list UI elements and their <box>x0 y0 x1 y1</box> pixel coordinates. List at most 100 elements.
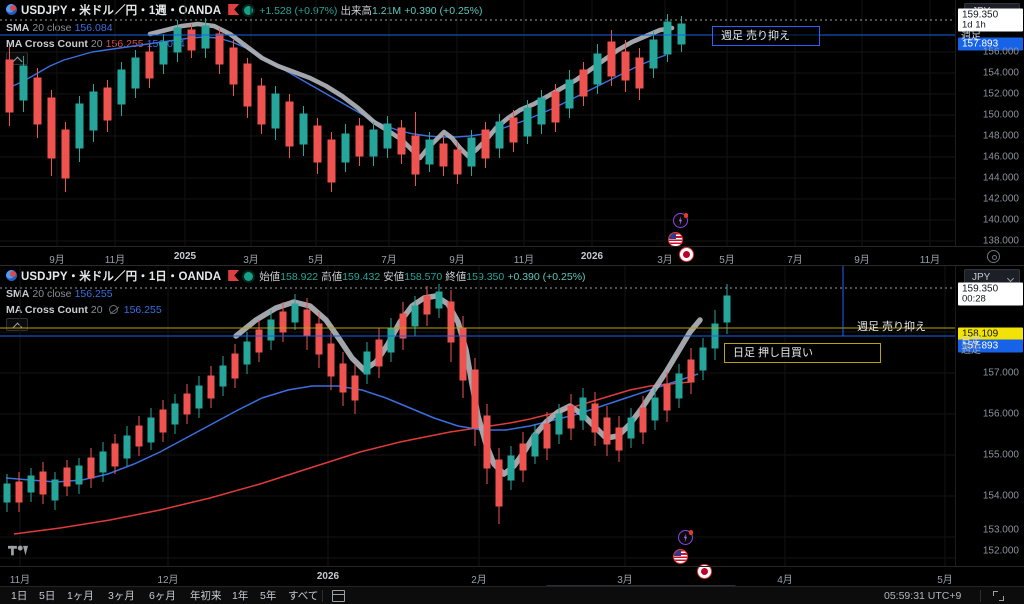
timeframe-1y[interactable]: 1年 <box>232 590 249 602</box>
price-tick: 138.000 <box>982 235 1019 247</box>
daily-alert-price: 158.109 <box>962 328 999 340</box>
daily-highlight-price-badge[interactable]: 157.893 <box>958 339 1023 353</box>
indicator-value: 156.255 <box>123 304 162 316</box>
daily-symbol-legend[interactable]: USDJPY・米ドル／円・1日・OANDA 始値158.922 高値159.432… <box>6 270 586 283</box>
time-tick: 7月 <box>787 255 803 266</box>
low-label: 安値 <box>383 271 405 283</box>
economic-event-icon[interactable] <box>673 213 688 228</box>
weekly-last-price-badge[interactable]: 159.350 1d 1h <box>958 8 1023 32</box>
price-tick: 155.000 <box>982 449 1019 461</box>
weekly-event-badges[interactable] <box>668 213 694 262</box>
weekly-macross-line <box>147 21 675 161</box>
daily-axis-label-weekly: 週足 <box>961 345 981 356</box>
jp-flag-icon[interactable] <box>679 247 694 262</box>
timeframe-1m[interactable]: 1ヶ月 <box>67 590 94 602</box>
flag-icon <box>228 4 240 15</box>
daily-last-price-badge[interactable]: 159.350 00:28 <box>958 282 1023 306</box>
daily-slow-sma-line <box>13 381 691 535</box>
time-tick: 9月 <box>449 255 465 266</box>
time-tick: 7月 <box>381 255 397 266</box>
time-tick: 2026 <box>580 251 604 262</box>
timeframe-1d[interactable]: 1日 <box>11 590 28 602</box>
weekly-highlight-price-badge[interactable]: 157.893 <box>958 37 1023 51</box>
indicator-name: SMA <box>6 22 30 34</box>
open-label: 始値 <box>259 271 281 283</box>
tradingview-logo <box>8 545 28 556</box>
time-tick: 5月 <box>719 255 735 266</box>
price-tick: 152.000 <box>982 545 1019 557</box>
time-tick: 2025 <box>173 251 197 262</box>
timeframe-3m[interactable]: 3ヶ月 <box>108 590 135 602</box>
weekly-symbol-title[interactable]: USDJPY・米ドル／円・1週・OANDA <box>21 5 222 17</box>
economic-event-icon[interactable] <box>678 530 693 545</box>
timeframe-5y[interactable]: 5年 <box>260 590 277 602</box>
weekly-plot-area[interactable]: 週足 売り抑え <box>0 0 955 246</box>
oanda-logo-icon <box>6 270 17 281</box>
daily-symbol-title[interactable]: USDJPY・米ドル／円・1日・OANDA <box>21 271 222 283</box>
time-tick: 3月 <box>243 255 259 266</box>
daily-candlestick-chart <box>0 266 955 566</box>
timeframe-all[interactable]: すべて <box>288 590 319 602</box>
weekly-time-axis[interactable]: 9月 11月 2025 3月 5月 7月 9月 11月 2026 3月 5月 7… <box>0 246 1024 266</box>
chart-panel-daily[interactable]: USDJPY・米ドル／円・1日・OANDA 始値158.922 高値159.432… <box>0 266 1024 586</box>
flag-icon <box>228 270 240 281</box>
weekly-volume-change: +0.390 (+0.25%) <box>404 5 483 17</box>
weekly-change: +1.528 (+0.97%) <box>259 5 338 17</box>
price-tick: 146.000 <box>982 151 1019 163</box>
weekly-indicator-sma[interactable]: SMA 20 close 156.084 <box>6 22 113 34</box>
daily-highlight-price: 157.893 <box>962 340 999 352</box>
time-tick: 2月 <box>471 575 487 586</box>
time-tick: 11月 <box>513 255 535 266</box>
indicator-name: SMA <box>6 288 30 300</box>
fullscreen-icon[interactable] <box>993 591 1004 601</box>
time-tick: 12月 <box>157 575 179 586</box>
chevron-down-icon <box>1006 274 1015 283</box>
price-tick: 150.000 <box>982 109 1019 121</box>
clock-label[interactable]: 05:59:31 UTC+9 <box>884 590 962 602</box>
us-flag-icon[interactable] <box>673 549 688 564</box>
daily-indicator-sma[interactable]: SMA 20 close 156.255 <box>6 288 113 300</box>
daily-annotation-box[interactable]: 日足 押し目買い <box>724 343 881 363</box>
time-tick: 5月 <box>308 255 324 266</box>
timeframe-ytd[interactable]: 年初来 <box>190 590 222 602</box>
indicator-args: 20 close <box>32 22 72 34</box>
calendar-icon[interactable] <box>332 590 345 602</box>
time-axis-settings-icon[interactable] <box>987 250 1000 263</box>
timeframe-6m[interactable]: 6ヶ月 <box>149 590 176 602</box>
low-value: 158.570 <box>404 271 443 283</box>
daily-candles <box>3 284 731 524</box>
time-tick: 3月 <box>657 255 673 266</box>
bottom-toolbar[interactable]: 1日 5日 1ヶ月 3ヶ月 6ヶ月 年初来 1年 5年 すべて 05:59:31… <box>0 586 1024 604</box>
jp-flag-icon[interactable] <box>697 564 712 579</box>
daily-plot-area[interactable] <box>0 266 955 566</box>
daily-indicator-macross[interactable]: MA Cross Count 20 156.255 <box>6 304 162 316</box>
weekly-annotation-box[interactable]: 週足 売り抑え <box>712 26 820 46</box>
daily-change: +0.390 (+0.25%) <box>507 271 586 283</box>
timeframe-5d[interactable]: 5日 <box>39 590 56 602</box>
daily-alert-price-badge[interactable]: 158.109 <box>958 327 1023 341</box>
daily-weekly-note[interactable]: 週足 売り抑え <box>857 321 927 333</box>
indicator-args: 20 close <box>32 288 72 300</box>
daily-time-axis[interactable]: 11月 12月 2026 2月 3月 4月 5月 <box>0 566 1024 586</box>
price-tick: 154.000 <box>982 490 1019 502</box>
status-dot-icon <box>244 6 254 15</box>
weekly-price-axis[interactable]: JPY 159.350 1d 1h 157.893 156.000 154.00… <box>955 0 1024 247</box>
time-tick: 9月 <box>854 255 870 266</box>
daily-event-badges[interactable] <box>673 530 712 579</box>
daily-macross-line <box>233 293 703 477</box>
us-flag-icon[interactable] <box>668 232 683 247</box>
indicator-name: MA Cross Count <box>6 304 88 316</box>
weekly-symbol-legend[interactable]: USDJPY・米ドル／円・1週・OANDA +1.528 (+0.97%) 出来高… <box>6 4 482 17</box>
high-label: 高値 <box>321 271 343 283</box>
panel-divider[interactable] <box>0 265 1024 266</box>
time-tick: 11月 <box>104 255 126 266</box>
price-tick: 157.000 <box>982 367 1019 379</box>
price-tick: 156.000 <box>982 408 1019 420</box>
oanda-logo-icon <box>6 4 17 15</box>
hide-indicator-icon[interactable] <box>108 305 118 314</box>
chart-panel-weekly[interactable]: USDJPY・米ドル／円・1週・OANDA +1.528 (+0.97%) 出来高… <box>0 0 1024 266</box>
daily-price-axis[interactable]: JPY 159.350 00:28 158.109 157.893 157.00… <box>955 266 1024 566</box>
high-value: 159.432 <box>342 271 381 283</box>
time-tick: 9月 <box>49 255 65 266</box>
weekly-candles <box>5 14 686 192</box>
